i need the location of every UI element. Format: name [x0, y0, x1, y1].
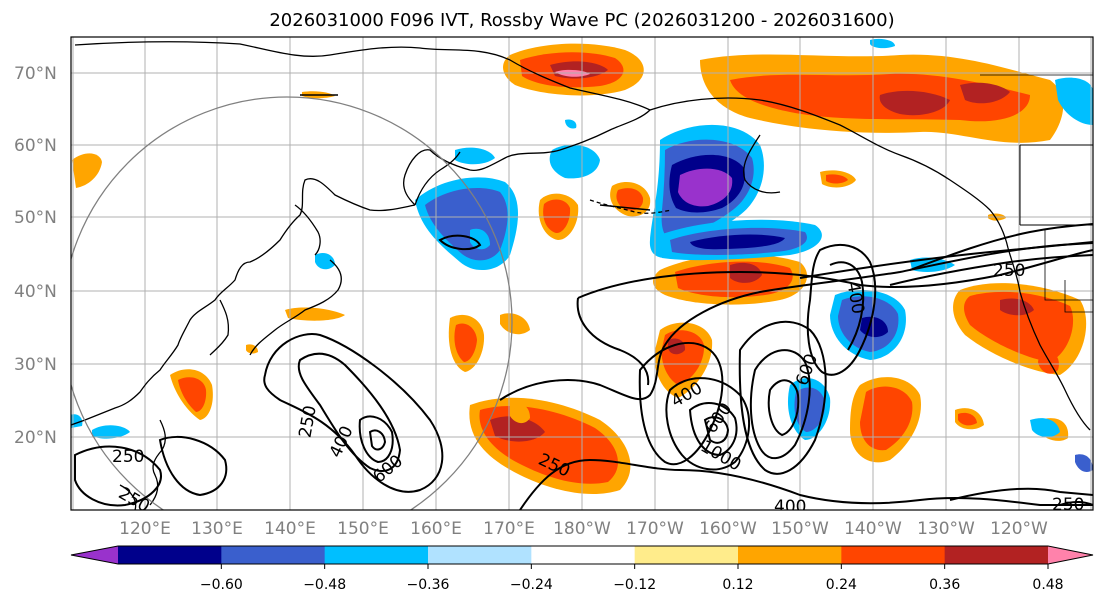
lon-label: 160°E — [410, 519, 462, 539]
contour-label: 250 — [1052, 495, 1084, 515]
lon-label: 130°W — [917, 519, 975, 539]
colorbar-extend-high — [1048, 546, 1093, 564]
lon-label: 170°W — [626, 519, 684, 539]
colorbar-segment — [944, 546, 1049, 564]
map-content: 250 400 600 250 400 600 1000 400 600 250… — [71, 37, 1093, 517]
lon-label: 170°E — [483, 519, 535, 539]
colorbar-tick-label: 0.12 — [722, 577, 753, 593]
lat-label: 20°N — [14, 428, 57, 448]
lat-label: 50°N — [14, 208, 57, 228]
lat-label: 70°N — [14, 64, 57, 84]
colorbar-tick-label: 0.24 — [826, 577, 857, 593]
ivt-contours — [74, 223, 1093, 510]
lon-label: 150°E — [337, 519, 389, 539]
colorbar-tick-label: −0.36 — [407, 577, 450, 593]
contour-label: 250 — [993, 261, 1025, 281]
lon-label: 160°W — [699, 519, 757, 539]
colorbar-tick-label: −0.48 — [303, 577, 346, 593]
lon-label: 120°E — [119, 519, 171, 539]
colorbar-segment — [841, 546, 946, 564]
lon-label: 140°W — [844, 519, 902, 539]
map-title: 2026031000 F096 IVT, Rossby Wave PC (202… — [269, 10, 894, 31]
lon-label: 140°E — [264, 519, 316, 539]
colorbar-tick-label: 0.48 — [1032, 577, 1063, 593]
latitude-labels: 70°N 60°N 50°N 40°N 30°N 20°N — [14, 64, 57, 448]
reference-circle — [71, 96, 513, 510]
negative-anomaly-regions — [71, 38, 1093, 473]
lon-label: 180°W — [553, 519, 611, 539]
lat-label: 40°N — [14, 282, 57, 302]
colorbar-segment — [634, 546, 739, 564]
colorbar-segment — [221, 546, 326, 564]
colorbar-tick-label: −0.12 — [613, 577, 656, 593]
colorbar-extend-low — [71, 546, 118, 564]
colorbar-outline — [70, 545, 1094, 565]
lat-label: 60°N — [14, 136, 57, 156]
colorbar-tick-label: 0.36 — [929, 577, 960, 593]
longitude-labels: 120°E 130°E 140°E 150°E 160°E 170°E 180°… — [119, 519, 1048, 539]
lat-label: 30°N — [14, 355, 57, 375]
colorbar-segment — [531, 546, 636, 564]
colorbar-segment — [324, 546, 429, 564]
coastlines — [71, 41, 1093, 510]
map-frame — [70, 36, 1094, 511]
colorbar-segment — [738, 546, 842, 564]
lon-label: 130°E — [191, 519, 243, 539]
contour-label: 400 — [774, 497, 806, 517]
colorbar-segment — [428, 546, 532, 564]
lon-label: 120°W — [990, 519, 1048, 539]
lon-label: 150°W — [771, 519, 829, 539]
colorbar: −0.60 −0.48 −0.36 −0.24 −0.12 0.12 0.24 0.36 0.4… — [70, 545, 1094, 593]
contour-label: 250 — [112, 447, 144, 467]
colorbar-segment — [118, 546, 222, 564]
colorbar-tick-label: −0.60 — [200, 577, 243, 593]
colorbar-tick-label: −0.24 — [510, 577, 553, 593]
